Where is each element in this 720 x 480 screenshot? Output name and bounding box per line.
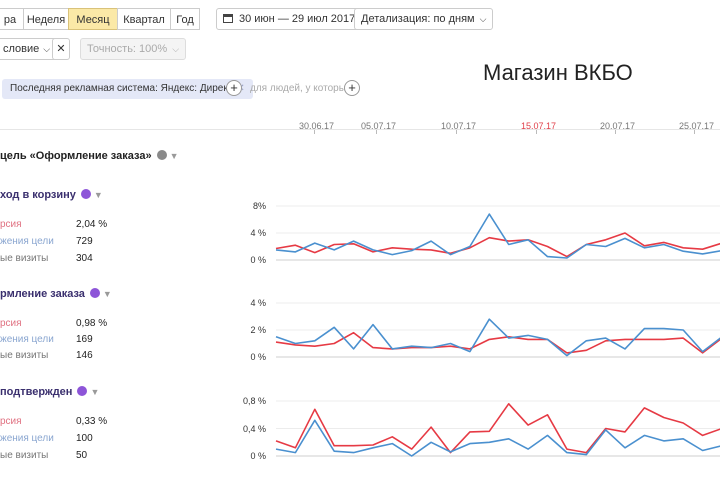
y-tick-label: 0 % [250, 451, 266, 461]
metric-row-value: 169 [76, 334, 93, 345]
condition-dropdown-label: словие [3, 43, 40, 55]
y-tick-label: 4 % [250, 228, 266, 238]
metric-row-label: рсия [0, 219, 22, 230]
date-range-picker[interactable]: 30 июн — 29 июл 2017 [216, 8, 363, 30]
accuracy-select[interactable]: Точность: 100% ⌵ [80, 38, 187, 60]
y-tick-label: 0,4 % [242, 424, 266, 434]
accuracy-label: Точность: 100% [87, 43, 168, 55]
y-tick-label: 0,8 % [242, 396, 266, 406]
metric-row-label: жения цели [0, 236, 54, 247]
y-tick-label: 0 % [250, 255, 266, 265]
timeline-tick [694, 130, 695, 134]
add-condition-button[interactable]: + [226, 80, 242, 96]
filter-icon[interactable]: ▼ [93, 190, 103, 200]
line-chart [275, 205, 720, 261]
timeline-tick [314, 130, 315, 134]
metric-settings-icon[interactable] [77, 386, 88, 396]
chevron-down-icon: ⌵ [172, 44, 180, 54]
metric-row-value: 0,33 % [76, 416, 108, 427]
timeline-date: 20.07.17 [600, 121, 636, 131]
timeline-date: 10.07.17 [441, 121, 477, 131]
line-chart [275, 302, 720, 358]
metric-title: подтвержден ▼ [0, 386, 99, 398]
brand-title: Магазин ВКБО [483, 60, 633, 85]
metric-row-value: 100 [76, 433, 93, 444]
metric-row-value: 729 [76, 236, 93, 247]
calendar-icon [223, 14, 233, 23]
detail-select[interactable]: Детализация: по дням ⌵ [354, 8, 494, 30]
timeline-tick [536, 130, 537, 134]
timeline-date: 25.07.17 [679, 121, 715, 131]
period-button-quarter[interactable]: Квартал [117, 8, 171, 30]
series-line-blue [275, 318, 720, 357]
metric-row-value: 304 [76, 253, 93, 264]
series-line-red [275, 232, 720, 258]
plus-icon: + [230, 80, 238, 95]
metric-title-text: подтвержден [0, 386, 73, 398]
metric-row-label: ые визиты [0, 350, 49, 361]
metric-row-label: ые визиты [0, 450, 49, 461]
chevron-down-icon: ⌵ [43, 44, 51, 54]
series-line-blue [275, 213, 720, 259]
metric-row-value: 50 [76, 450, 88, 461]
metric-row-label: жения цели [0, 433, 54, 444]
series-line-blue [275, 419, 720, 457]
goal-title-text: цель «Оформление заказа» [0, 150, 152, 162]
y-tick-label: 2 % [250, 325, 266, 335]
metric-title: рмление заказа ▼ [0, 288, 112, 300]
metric-row-label: рсия [0, 416, 22, 427]
people-hint: для людей, у которых [250, 83, 351, 94]
period-button-year[interactable]: Год [170, 8, 200, 30]
timeline-date: 30.06.17 [299, 121, 335, 131]
y-tick-label: 4 % [250, 298, 266, 308]
filter-icon[interactable]: ▼ [169, 151, 179, 161]
segment-chip-label: Последняя рекламная система: Яндекс: Дир… [10, 83, 233, 94]
metric-title-text: ход в корзину [0, 189, 76, 201]
goal-settings-icon[interactable] [156, 150, 167, 160]
timeline-tick [615, 130, 616, 134]
condition-dropdown[interactable]: словие ⌵ [0, 38, 58, 60]
add-people-condition-button[interactable]: + [344, 80, 360, 96]
timeline-axis [0, 129, 720, 130]
timeline-date: 05.07.17 [361, 121, 397, 131]
y-tick-label: 0 % [250, 352, 266, 362]
chevron-down-icon: ⌵ [479, 14, 487, 24]
metric-row-value: 146 [76, 350, 93, 361]
metric-row-value: 2,04 % [76, 219, 108, 230]
metric-row-label: рсия [0, 318, 22, 329]
timeline-tick [456, 130, 457, 134]
metric-settings-icon[interactable] [80, 189, 91, 199]
filter-icon[interactable]: ▼ [90, 387, 100, 397]
y-tick-label: 8% [252, 201, 266, 211]
metric-row-label: ые визиты [0, 253, 49, 264]
metric-row-label: жения цели [0, 334, 54, 345]
clear-condition-button[interactable]: ✕ [52, 38, 70, 60]
line-chart [275, 400, 720, 457]
metric-title-text: рмление заказа [0, 288, 85, 300]
metric-title: ход в корзину ▼ [0, 189, 103, 201]
goal-title: цель «Оформление заказа» ▼ [0, 150, 179, 162]
timeline-date-highlighted: 15.07.17 [521, 121, 557, 131]
close-icon: ✕ [56, 43, 66, 55]
series-line-red [275, 331, 720, 354]
date-range-text: 30 июн — 29 июл 2017 [239, 13, 356, 25]
timeline-tick [376, 130, 377, 134]
detail-select-label: Детализация: по дням [361, 13, 475, 25]
period-button-week[interactable]: Неделя [23, 8, 69, 30]
filter-icon[interactable]: ▼ [102, 289, 112, 299]
series-line-red [275, 402, 720, 454]
metric-row-value: 0,98 % [76, 318, 108, 329]
metric-settings-icon[interactable] [89, 288, 100, 298]
plus-icon: + [348, 80, 356, 95]
